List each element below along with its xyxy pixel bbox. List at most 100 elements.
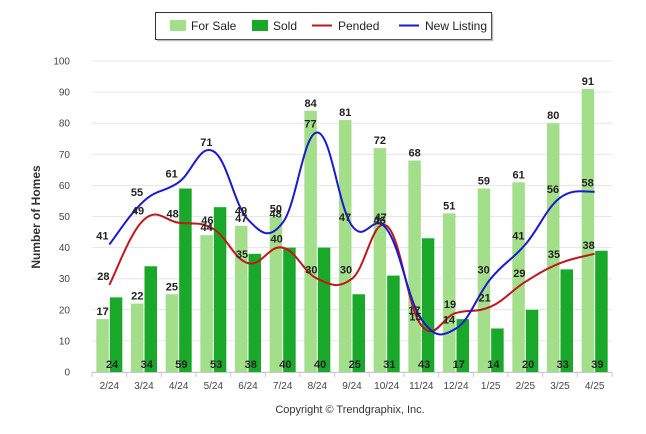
label-pended: 21 [479,293,491,305]
label-new-listing: 77 [304,119,316,131]
y-tick-label: 40 [59,243,71,254]
label-for-sale: 50 [270,204,282,216]
y-tick-label: 60 [59,181,71,192]
label-sold: 33 [557,359,569,371]
y-tick-label: 80 [59,119,71,130]
label-pended: 19 [444,299,456,311]
bar-sold [387,275,400,372]
y-tick-label: 90 [59,88,71,99]
label-sold: 40 [279,359,291,371]
bar-for-sale [235,225,248,372]
bar-sold [352,294,365,372]
label-new-listing: 47 [339,212,351,224]
bar-sold [213,207,227,372]
label-for-sale: 51 [443,200,455,212]
label-new-listing: 71 [200,137,212,149]
label-for-sale: 72 [374,135,386,147]
bar-for-sale [304,110,317,372]
label-new-listing: 48 [270,209,282,221]
label-for-sale: 81 [339,107,351,119]
bar-sold [317,247,331,372]
x-tick-label: 5/24 [204,381,224,392]
x-tick-label: 8/24 [308,381,328,392]
y-tick-label: 70 [59,150,71,161]
label-pended: 47 [375,212,387,224]
label-sold: 17 [453,359,465,371]
x-tick-label: 1/25 [481,381,501,392]
legend-label-for-sale: For Sale [191,19,237,33]
x-tick-label: 2/25 [516,381,536,392]
bar-sold [109,297,123,372]
label-new-listing: 61 [166,168,178,180]
legend: For Sale Sold Pended New Listing [155,12,494,42]
label-sold: 25 [349,359,361,371]
label-new-listing: 41 [96,230,108,242]
bar-sold [595,250,608,372]
x-tick-label: 4/25 [585,381,605,392]
bar-for-sale [477,188,491,372]
bar-sold [421,238,435,372]
label-new-listing: 14 [443,314,456,326]
label-pended: 29 [513,268,525,280]
legend-swatch-sold [252,20,268,31]
bar-for-sale [165,294,179,372]
label-sold: 31 [383,359,395,371]
label-sold: 20 [522,359,534,371]
axes: 0 10 20 30 40 50 60 70 80 90 100 2/24 3/24 4/24 5/24 6/… [53,57,613,392]
bar-sold [456,319,469,372]
legend-label-sold: Sold [273,19,297,33]
bar-for-sale [269,216,283,372]
label-new-listing: 46 [374,215,386,227]
label-sold: 39 [591,359,603,371]
label-for-sale: 44 [200,222,213,234]
label-new-listing: 49 [235,206,247,218]
y-tick-label: 0 [64,368,70,379]
label-pended: 15 [409,311,421,323]
label-for-sale: 61 [512,169,524,181]
bar-for-sale [200,235,213,372]
label-pended: 40 [271,234,283,246]
label-new-listing: 17 [408,305,420,317]
label-for-sale: 84 [304,98,317,110]
copyright-text: Copyright © Trendgraphix, Inc. [275,404,424,416]
bar-for-sale [373,148,387,372]
x-tick-label: 3/25 [550,381,570,392]
label-for-sale: 59 [478,176,490,188]
label-pended: 35 [548,249,560,261]
bar-sold [560,269,573,372]
label-for-sale: 22 [131,291,143,303]
bar-for-sale [96,319,109,372]
label-new-listing: 30 [478,265,490,277]
label-pended: 28 [97,271,109,283]
label-new-listing: 56 [547,184,559,196]
bar-for-sale [339,120,352,372]
bar-for-sale [408,160,421,372]
label-pended: 38 [583,240,595,252]
bar-sold [144,266,157,372]
x-tick-label: 4/24 [169,381,189,392]
label-pended: 49 [132,206,144,218]
bar-for-sale [443,213,456,372]
bar-for-sale [581,88,595,373]
label-pended: 35 [236,249,248,261]
data-labels: 17 22 25 44 47 50 84 81 72 68 51 59 61 80 91 24 34 59 53 38… [96,76,603,371]
x-tick-label: 9/24 [342,381,362,392]
x-tick-label: 3/24 [134,381,154,392]
label-for-sale: 47 [235,213,247,225]
bar-sold [179,188,192,372]
x-tick-label: 6/24 [238,381,258,392]
line-series [108,131,595,336]
legend-swatch-for-sale [170,20,186,31]
gridlines [92,60,612,373]
legend-label-pended: Pended [338,19,379,33]
label-pended: 48 [167,209,179,221]
label-for-sale: 25 [166,281,178,293]
x-tick-label: 7/24 [273,381,293,392]
bar-for-sale [131,303,144,372]
label-sold: 53 [210,359,222,371]
x-tick-label: 10/24 [374,381,399,392]
label-sold: 43 [418,359,430,371]
legend-label-new-listing: New Listing [425,19,487,33]
